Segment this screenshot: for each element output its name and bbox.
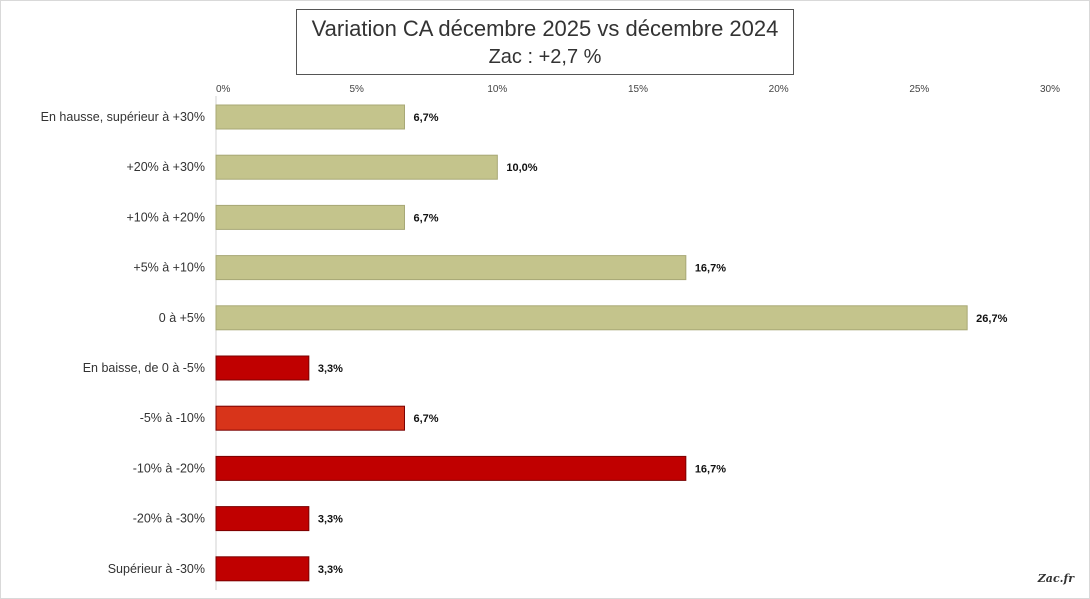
x-tick-label: 15% bbox=[628, 84, 648, 95]
category-label: -10% à -20% bbox=[133, 461, 205, 475]
category-label: En hausse, supérieur à +30% bbox=[41, 110, 205, 124]
bar bbox=[215, 204, 405, 230]
category-label: 0 à +5% bbox=[159, 311, 205, 325]
x-tick-label: 5% bbox=[349, 84, 364, 95]
bar bbox=[215, 405, 405, 431]
x-tick-label: 25% bbox=[909, 84, 929, 95]
category-label: Supérieur à -30% bbox=[108, 562, 205, 576]
bar bbox=[215, 506, 310, 532]
bar bbox=[215, 455, 687, 481]
bar bbox=[215, 154, 498, 180]
x-tick-label: 20% bbox=[769, 84, 789, 95]
category-label: +10% à +20% bbox=[126, 210, 205, 224]
bar bbox=[215, 255, 687, 281]
data-label: 16,7% bbox=[695, 463, 726, 475]
category-label: +5% à +10% bbox=[133, 261, 205, 275]
bar bbox=[215, 355, 310, 381]
category-label: En baisse, de 0 à -5% bbox=[83, 361, 205, 375]
data-label: 6,7% bbox=[413, 413, 438, 425]
category-label: -20% à -30% bbox=[133, 512, 205, 526]
bar bbox=[215, 556, 310, 582]
data-label: 3,3% bbox=[318, 514, 343, 526]
x-tick-label: 0% bbox=[216, 84, 231, 95]
data-label: 10,0% bbox=[506, 162, 537, 174]
data-label: 3,3% bbox=[318, 363, 343, 375]
watermark-logo: Zac.fr bbox=[1037, 572, 1074, 585]
data-label: 16,7% bbox=[695, 263, 726, 275]
data-label: 6,7% bbox=[413, 112, 438, 124]
category-label: -5% à -10% bbox=[140, 411, 205, 425]
chart-title: Variation CA décembre 2025 vs décembre 2… bbox=[311, 16, 779, 41]
data-label: 6,7% bbox=[413, 212, 438, 224]
chart-subtitle: Zac : +2,7 % bbox=[488, 46, 602, 68]
x-tick-label: 30% bbox=[1040, 84, 1060, 95]
category-label: +20% à +30% bbox=[126, 160, 205, 174]
bar bbox=[215, 305, 968, 331]
bar bbox=[215, 104, 405, 130]
data-label: 26,7% bbox=[976, 313, 1007, 325]
chart-title-box: Variation CA décembre 2025 vs décembre 2… bbox=[296, 9, 794, 75]
x-tick-label: 10% bbox=[487, 84, 507, 95]
data-label: 3,3% bbox=[318, 564, 343, 576]
